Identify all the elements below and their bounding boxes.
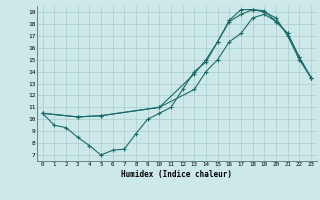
X-axis label: Humidex (Indice chaleur): Humidex (Indice chaleur)	[121, 170, 232, 179]
